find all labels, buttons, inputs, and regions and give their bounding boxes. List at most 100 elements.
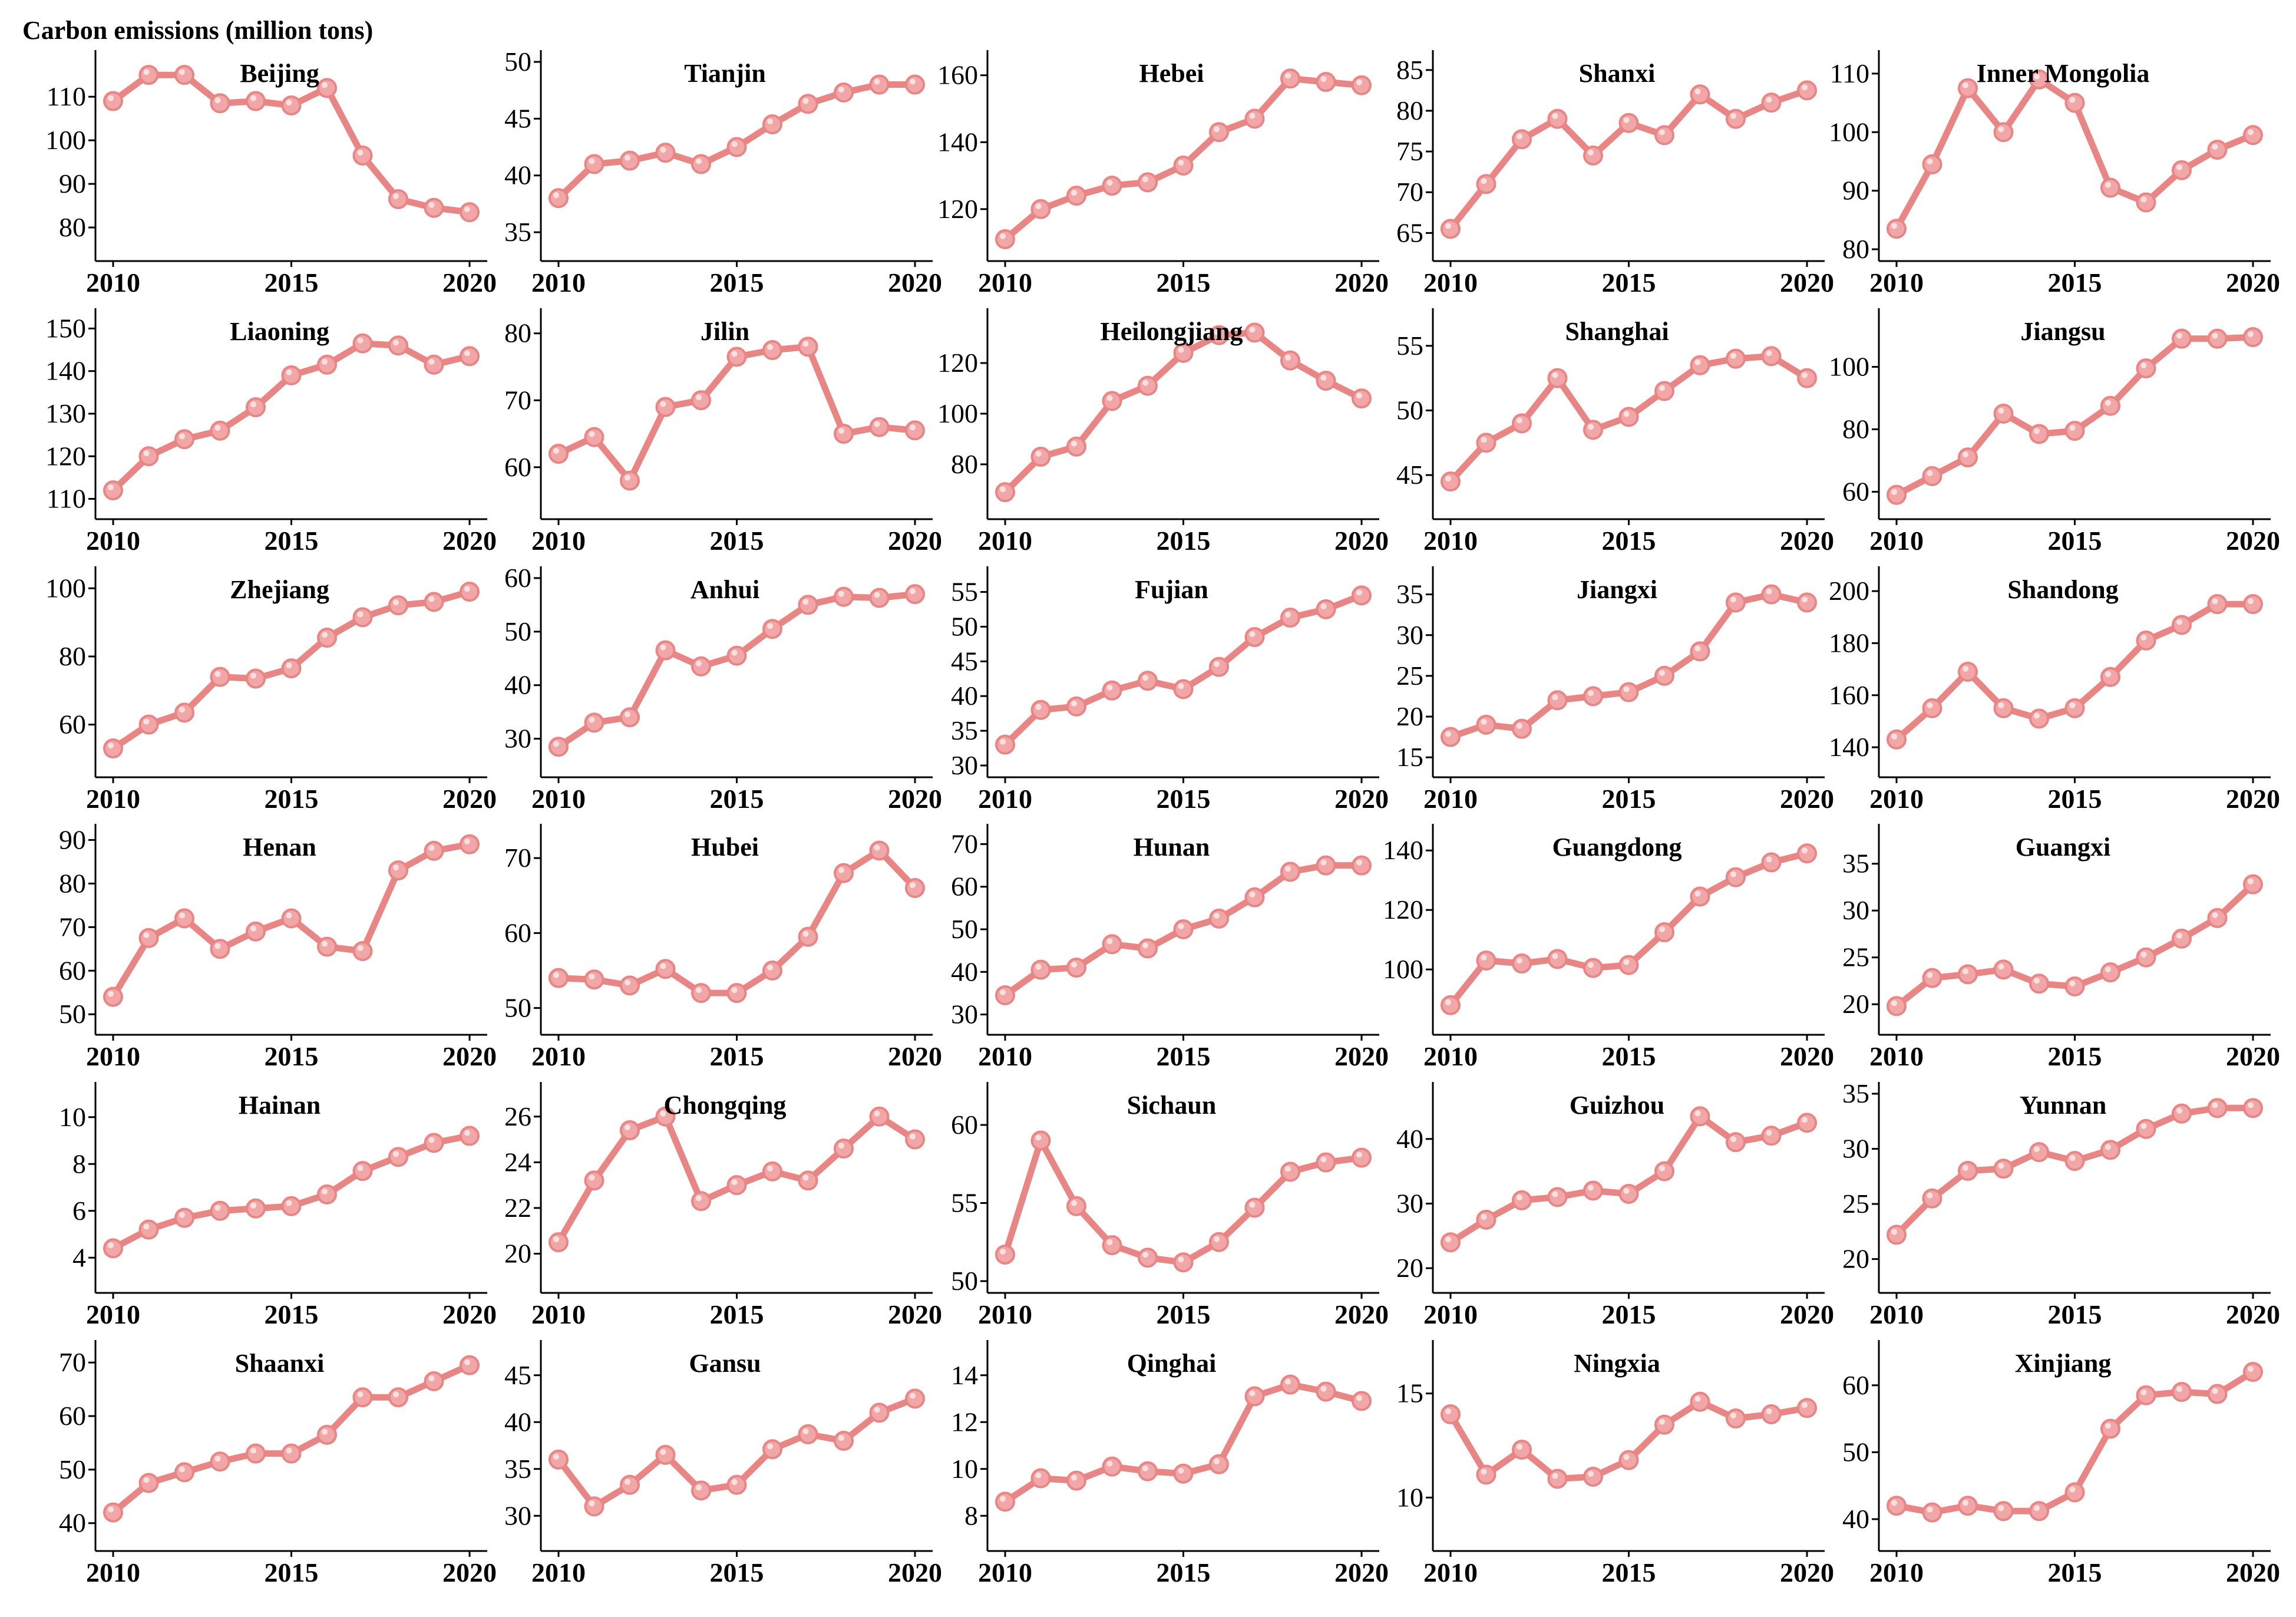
data-point-highlight [1552,953,1558,959]
y-tick-label: 6 [72,1196,86,1226]
x-tick-label: 2020 [1334,1299,1389,1329]
data-point [2100,962,2120,983]
y-tick-label: 30 [1396,620,1423,650]
data-point [388,1387,408,1408]
data-point-highlight [802,341,809,347]
panel-title: Jiangxi [1577,575,1657,604]
y-tick-label: 60 [951,1110,978,1140]
data-point [460,834,480,854]
data-point-highlight [2034,712,2040,719]
data-point-highlight [2212,912,2218,918]
data-point [2136,1118,2156,1139]
data-point [2100,1140,2120,1160]
data-point-highlight [910,78,916,85]
data-point [388,1147,408,1167]
data-point-highlight [2248,331,2254,338]
data-point [1173,919,1194,939]
x-tick-label: 2015 [2048,1557,2102,1588]
x-tick-label: 2020 [2226,268,2280,298]
data-point [1209,908,1229,929]
data-point [210,93,230,114]
data-point [1512,1190,1532,1210]
data-point [1066,186,1086,206]
data-point [1654,125,1674,146]
data-point [2064,698,2085,718]
y-tick-label: 8 [72,1149,86,1179]
data-point [103,91,123,111]
data-point [1280,350,1300,371]
data-point-highlight [553,1236,559,1243]
data-point [1280,1374,1300,1395]
data-point-highlight [1552,1473,1558,1479]
data-point [2136,947,2156,968]
x-tick-label: 2020 [2226,784,2280,814]
panel-title: Heilongjiang [1100,317,1243,346]
data-point [2172,615,2192,635]
data-point-highlight [357,150,364,156]
data-point [549,1449,569,1470]
y-tick-label: 110 [47,81,86,111]
data-point-highlight [1445,999,1451,1005]
data-point [1922,1502,1942,1523]
chart-panel-xinjiang: 40 50 60 2010 2015 2020 Xinjiang [1842,1340,2280,1588]
data-point-highlight [214,97,221,104]
data-point-highlight [696,1484,702,1491]
data-point [1173,1463,1194,1484]
data-point [1476,714,1496,735]
data-point-highlight [660,1448,666,1455]
data-point [246,921,266,942]
data-point-highlight [838,87,844,93]
y-tick-label: 50 [59,999,86,1029]
data-point [1352,388,1372,409]
data-point [2136,358,2156,379]
data-point [1690,84,1710,105]
data-point-highlight [731,987,738,994]
data-point-highlight [2212,332,2218,339]
data-point [317,628,337,648]
data-point-highlight [322,358,328,365]
data-point [1887,219,1907,239]
data-point-highlight [143,450,150,457]
y-tick-label: 80 [59,212,86,242]
data-point [1441,1232,1461,1253]
data-point-highlight [1035,704,1042,710]
x-tick-label: 2015 [1602,1041,1656,1071]
data-point [460,202,480,223]
y-tick-label: 40 [504,670,531,700]
data-point-highlight [1802,847,1808,854]
data-point [995,985,1015,1006]
y-tick-label: 35 [504,1454,531,1484]
data-point-highlight [2212,144,2218,150]
data-point [1654,1414,1674,1435]
data-point-highlight [731,649,738,656]
data-point [762,619,782,639]
y-tick-label: 20 [1396,1253,1423,1283]
x-tick-label: 2020 [442,784,497,814]
data-point-highlight [108,1242,114,1249]
data-point [1993,1501,2014,1522]
series-line [555,847,919,996]
y-tick-label: 60 [59,955,86,985]
panel-title: Qinghai [1127,1349,1217,1378]
data-point-highlight [393,193,399,199]
data-point [1030,447,1051,467]
y-tick-label: 140 [937,127,978,157]
data-point-highlight [696,394,702,401]
y-tick-label: 8 [964,1500,978,1530]
data-point-highlight [1623,686,1630,692]
data-point-highlight [286,912,292,919]
data-point [2243,1362,2263,1382]
data-point-highlight [696,1195,702,1202]
data-point [246,91,266,111]
data-point-highlight [214,424,221,431]
data-point-highlight [1071,440,1077,447]
x-tick-label: 2015 [1602,784,1656,814]
data-point [174,1207,194,1228]
data-point-highlight [1963,1164,1968,1171]
data-point-highlight [660,401,666,407]
series-line [1002,592,1365,748]
y-tick-label: 35 [1842,1078,1869,1108]
data-point-highlight [696,158,702,164]
data-point [1887,484,1907,505]
panel-title: Sichaun [1127,1091,1217,1120]
